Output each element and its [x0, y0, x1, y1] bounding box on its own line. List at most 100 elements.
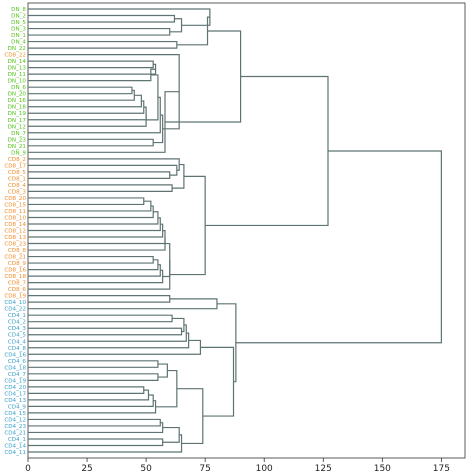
leaf-label: CD8_7 [8, 281, 27, 287]
x-tick-label: 50 [140, 464, 152, 471]
leaf-label: CD8_15 [4, 202, 26, 208]
dendrogram-link [157, 363, 168, 378]
leaf-label: DN_17 [8, 118, 27, 124]
leaf-label: CD8_12 [4, 229, 26, 235]
dendrogram-link [28, 158, 180, 171]
x-tick-label: 75 [199, 464, 210, 471]
leaf-label: CD4_17 [4, 391, 26, 397]
leaf-label: DN_14 [8, 59, 27, 65]
dendrogram-link [28, 434, 183, 453]
dendrogram-link [162, 242, 171, 278]
dendrogram-link [28, 438, 164, 447]
leaf-label: DN_23 [8, 137, 27, 143]
dendrogram-link [28, 86, 133, 95]
dendrogram-link [28, 197, 145, 206]
leaf-label: CD8_19 [4, 294, 26, 300]
leaf-label: CD8_10 [4, 215, 26, 221]
dendrogram-link [28, 230, 166, 245]
leaf-label: CD4_1 [8, 437, 27, 443]
dendrogram-link [28, 422, 164, 434]
dendrogram-link [28, 360, 159, 368]
leaf-label: CD4_16 [4, 352, 26, 358]
dendrogram-link [28, 386, 145, 394]
leaf-label: CD4_3 [8, 326, 27, 332]
leaf-label: DN_7 [11, 131, 26, 137]
dendrogram-link [28, 14, 176, 23]
leaf-label: DN_11 [8, 72, 27, 78]
dendrogram-links [28, 8, 442, 453]
leaf-label: DN_6 [11, 85, 26, 91]
leaf-label: DN_12 [8, 124, 26, 130]
leaf-label: DN_16 [8, 98, 27, 104]
leaf-label: CD8_20 [4, 196, 26, 202]
x-axis: 0 25 50 75 100 125 150 175 [25, 458, 450, 471]
leaf-label: CD8_23 [4, 242, 26, 248]
leaf-label: CD4_11 [4, 450, 26, 456]
leaf-label: CD8_21 [4, 255, 26, 261]
leaf-label: CD8_5 [8, 170, 27, 176]
dendrogram-link [28, 94, 142, 108]
dendrogram-link [28, 264, 161, 277]
dendrogram-link [28, 54, 180, 130]
leaf-label: CD4_10 [4, 300, 26, 306]
dendrogram-link [28, 63, 157, 75]
leaf-label: DN_1 [11, 33, 26, 39]
leaf-label: DN_5 [11, 20, 26, 26]
dendrogram-link [28, 255, 154, 264]
dendrogram-link [162, 426, 180, 443]
dendrogram-link [235, 150, 442, 344]
dendrogram-link [28, 394, 154, 407]
dendrogram-link [200, 346, 235, 417]
leaf-label: CD4_19 [4, 378, 26, 384]
dendrogram-link [28, 298, 218, 310]
leaf-label: CD8_6 [8, 287, 27, 293]
leaf-label: CD4_14 [4, 443, 26, 449]
leaf-label: CD8_2 [8, 157, 26, 163]
leaf-label: DN_4 [11, 40, 26, 46]
leaf-label: CD8_14 [4, 222, 26, 228]
leaf-label: DN_9 [11, 150, 26, 156]
dendrogram-link [28, 138, 154, 147]
dendrogram-link [28, 205, 154, 219]
dendrogram-link [28, 96, 161, 134]
leaf-label: CD4_2 [8, 320, 26, 326]
leaf-label: DN_3 [11, 27, 26, 33]
dendrogram-link [28, 89, 135, 101]
dendrogram-link [28, 327, 183, 336]
dendrogram-link [28, 389, 150, 401]
leaf-label: CD8_3 [8, 189, 27, 195]
leaf-label: DN_13 [8, 66, 27, 72]
leaf-label: CD4_7 [8, 372, 27, 378]
dendrogram-link [205, 75, 329, 227]
leaf-label: CD4_13 [4, 398, 26, 404]
leaf-label: CD8_17 [4, 163, 26, 169]
leaf-label: CD8_4 [8, 183, 27, 189]
leaf-label: CD4_8 [8, 346, 27, 352]
leaf-label: CD8_11 [4, 209, 26, 215]
leaf-label: CD4_9 [8, 404, 27, 410]
leaf-label: CD4_23 [4, 424, 26, 430]
dendrogram-link [28, 314, 173, 323]
dendrogram-link [28, 171, 171, 179]
x-tick-label: 150 [374, 464, 391, 471]
dendrogram-link [28, 60, 154, 69]
leaf-label: CD4_20 [4, 385, 26, 391]
dendrogram-link [28, 259, 159, 271]
x-tick-label: 0 [25, 464, 31, 471]
dendrogram-link [28, 164, 178, 176]
dendrogram-link [28, 27, 171, 36]
dendrogram-link [28, 40, 178, 49]
dendrogram-link [28, 200, 152, 212]
leaf-label: DN_2 [11, 14, 26, 20]
dendrogram-link [28, 113, 147, 127]
x-tick-label: 175 [433, 464, 450, 471]
leaf-label: CD8_22 [4, 53, 26, 59]
dendrogram-link [172, 163, 185, 189]
leaf-label: CD8_16 [4, 268, 26, 274]
dendrogram-link [28, 324, 187, 342]
x-tick-label: 25 [81, 464, 92, 471]
leaf-label: DN_8 [11, 7, 26, 13]
dendrogram-link [28, 184, 173, 193]
leaf-label: DN_18 [8, 105, 27, 111]
